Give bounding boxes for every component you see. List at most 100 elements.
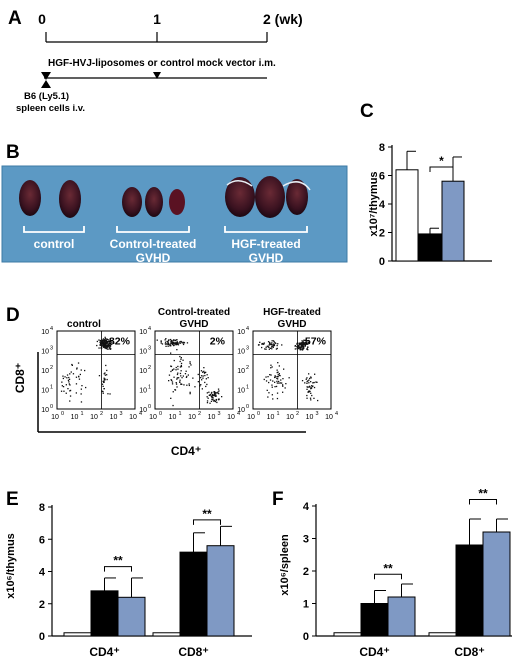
event-dot bbox=[301, 348, 303, 350]
treatment-text: HGF-HVJ-liposomes or control mock vector… bbox=[48, 58, 276, 69]
event-dot bbox=[288, 377, 290, 379]
event-dot bbox=[217, 388, 220, 390]
event-dot bbox=[104, 340, 106, 342]
event-dot bbox=[276, 371, 278, 374]
event-dot bbox=[258, 344, 260, 346]
x-tick-exponent: 1 bbox=[81, 411, 84, 417]
event-dot bbox=[100, 347, 102, 349]
event-dot bbox=[304, 382, 306, 384]
y-tick-label: 10 bbox=[41, 329, 49, 336]
event-dot bbox=[164, 339, 166, 341]
event-dot bbox=[100, 345, 103, 347]
panel-f-letter: F bbox=[272, 489, 284, 510]
event-dot bbox=[61, 385, 63, 387]
event-dot bbox=[303, 342, 305, 345]
event-dot bbox=[215, 392, 217, 394]
event-dot bbox=[103, 373, 105, 375]
y-tick-label: 10 bbox=[139, 329, 147, 336]
bar bbox=[63, 632, 92, 637]
event-dot bbox=[175, 382, 177, 384]
y-tick-exponent: 0 bbox=[50, 404, 53, 410]
event-dot bbox=[214, 391, 216, 393]
event-dot bbox=[189, 362, 191, 365]
category-label: CD4⁺ bbox=[89, 645, 119, 659]
event-dot bbox=[106, 342, 109, 344]
event-dot bbox=[270, 364, 272, 366]
event-dot bbox=[206, 402, 209, 404]
event-dot bbox=[212, 399, 214, 401]
category-label: CD4⁺ bbox=[359, 645, 389, 659]
panel-a: A 0 1 2 (wk) HGF-HVJ-liposomes or contro… bbox=[8, 8, 303, 114]
y-tick-exponent: 0 bbox=[246, 404, 249, 410]
event-dot bbox=[201, 379, 203, 381]
event-dot bbox=[179, 366, 182, 368]
y-tick-exponent: 0 bbox=[148, 404, 151, 410]
quadrant-percent: 57% bbox=[305, 335, 327, 347]
thymus-lobe bbox=[122, 187, 142, 217]
event-dot bbox=[267, 376, 269, 378]
event-dot bbox=[190, 364, 192, 366]
event-dot bbox=[79, 373, 81, 376]
event-dot bbox=[210, 392, 213, 394]
category-label: CD8⁺ bbox=[178, 645, 208, 659]
transfer-arrow bbox=[41, 80, 51, 88]
event-dot bbox=[177, 365, 179, 368]
y-tick-label: 10 bbox=[237, 368, 245, 375]
event-dot bbox=[307, 380, 309, 382]
event-dot bbox=[310, 376, 312, 378]
event-dot bbox=[272, 346, 274, 348]
event-dot bbox=[313, 381, 315, 384]
event-dot bbox=[65, 384, 67, 386]
event-dot bbox=[306, 342, 308, 344]
event-dot bbox=[265, 376, 267, 378]
event-dot bbox=[272, 398, 274, 400]
event-dot bbox=[276, 397, 279, 400]
panel-c: C x10⁷/thymus 0 2 4 6 8 * bbox=[360, 101, 492, 268]
bar bbox=[418, 233, 442, 262]
event-dot bbox=[187, 374, 189, 376]
thymus-lobe bbox=[19, 180, 41, 216]
event-dot bbox=[205, 371, 207, 373]
event-dot bbox=[263, 378, 265, 381]
event-dot bbox=[285, 383, 287, 385]
event-dot bbox=[200, 370, 203, 372]
event-dot bbox=[276, 380, 278, 382]
event-dot bbox=[271, 366, 273, 368]
event-dot bbox=[274, 386, 276, 388]
panel-d-xlabel: CD4⁺ bbox=[171, 444, 201, 458]
event-dot bbox=[200, 384, 202, 386]
event-dot bbox=[277, 343, 279, 345]
event-dot bbox=[177, 344, 180, 346]
event-dot bbox=[217, 391, 219, 393]
event-dot bbox=[176, 377, 178, 379]
event-dot bbox=[308, 382, 310, 384]
event-dot bbox=[268, 392, 270, 394]
event-dot bbox=[96, 340, 98, 343]
event-dot bbox=[218, 399, 220, 401]
event-dot bbox=[218, 393, 220, 395]
x-tick-exponent: 2 bbox=[296, 411, 299, 417]
x-tick-exponent: 1 bbox=[277, 411, 280, 417]
event-dot bbox=[70, 371, 72, 373]
plot-title: Control-treated bbox=[158, 307, 230, 318]
event-dot bbox=[309, 386, 311, 388]
event-dot bbox=[172, 391, 174, 393]
panel-b: B control Control-treatedGVHDHGF-treatedG… bbox=[1, 142, 348, 265]
photo-group-label: GVHD bbox=[136, 251, 171, 265]
event-dot bbox=[102, 342, 104, 344]
event-dot bbox=[108, 347, 110, 349]
panel-d-letter: D bbox=[6, 305, 20, 326]
event-dot bbox=[68, 381, 70, 383]
event-dot bbox=[100, 344, 102, 346]
event-dot bbox=[99, 339, 101, 342]
event-dot bbox=[214, 393, 216, 395]
bracket-hgf-treated bbox=[224, 226, 308, 233]
event-dot bbox=[179, 342, 181, 344]
event-dot bbox=[165, 343, 168, 345]
event-dot bbox=[180, 365, 183, 368]
event-dot bbox=[177, 372, 179, 374]
event-dot bbox=[213, 399, 216, 402]
event-dot bbox=[298, 347, 300, 349]
event-dot bbox=[308, 379, 310, 381]
event-dot bbox=[161, 343, 164, 345]
